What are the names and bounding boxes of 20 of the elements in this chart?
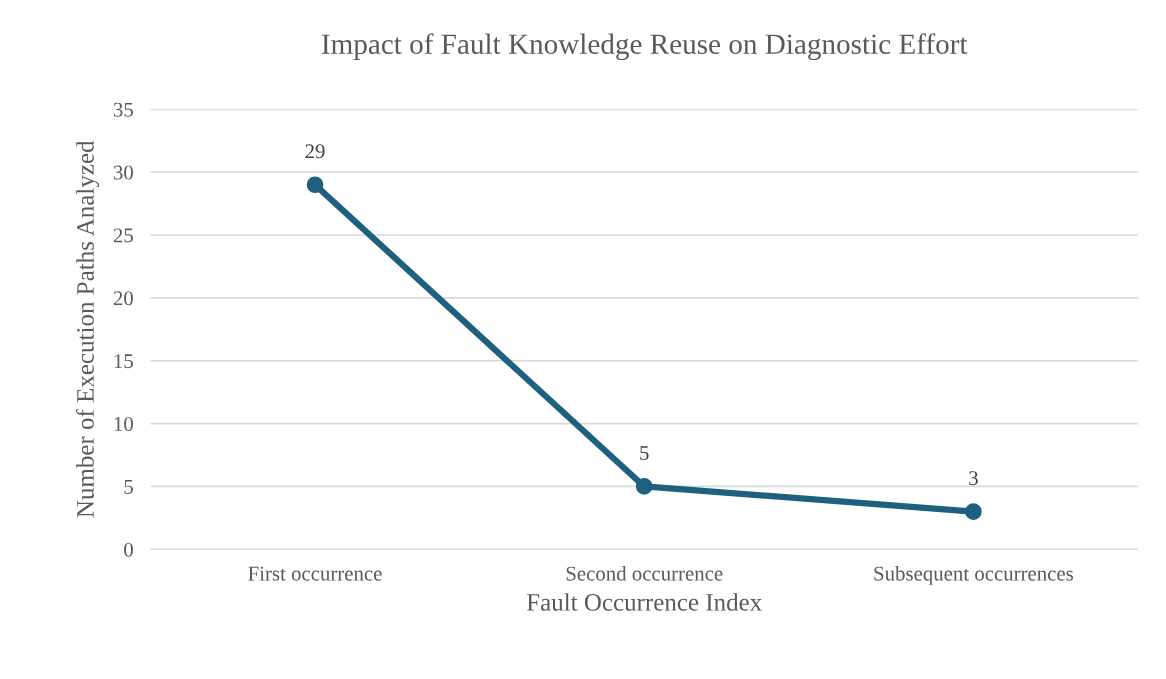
x-tick-label: Subsequent occurrences (874, 565, 1074, 585)
point (965, 503, 982, 520)
y-tick-label: 20 (113, 291, 133, 306)
y-tick-label: 25 (113, 228, 133, 243)
point (635, 478, 653, 495)
y-tick-label: 10 (114, 416, 133, 432)
y-tick-label: 30 (113, 165, 133, 180)
y-tick-label: 0 (124, 542, 133, 557)
y-tick-label: 15 (114, 354, 133, 369)
data-label: 3 (969, 471, 978, 486)
y-tick-label: 35 (113, 102, 133, 117)
data-label: 29 (305, 144, 325, 159)
data-label: 5 (640, 446, 649, 460)
x-tick-label: Second occurrence (566, 565, 723, 581)
x-axis-title: Fault Occurrence Index (526, 593, 762, 611)
x-tick-label: First occurrence (248, 566, 382, 581)
chart-title: Impact of Fault Knowledge Reuse on Diagnostic Effort (321, 33, 968, 61)
y-tick-label: 5 (124, 480, 133, 494)
point (306, 176, 324, 194)
y-axis-title: Number of Execution Paths Analyzed (76, 140, 100, 518)
